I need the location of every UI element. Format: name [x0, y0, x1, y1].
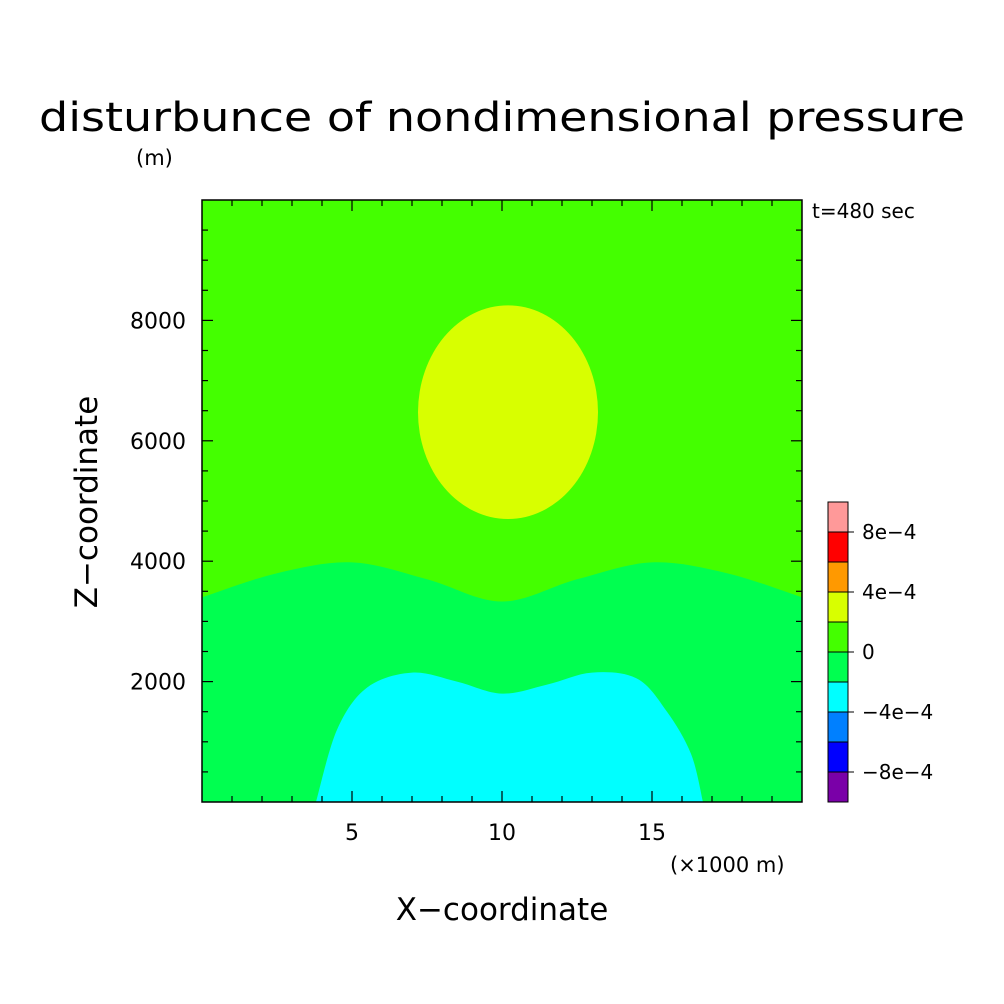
colorbar-label: −8e−4: [862, 760, 933, 784]
colorbar-swatch: [827, 531, 849, 563]
colorbar-swatch: [827, 651, 849, 683]
colorbar-label: 4e−4: [862, 580, 917, 604]
y-tick-label: 4000: [130, 550, 186, 575]
colorbar-swatch: [827, 711, 849, 743]
colorbar-swatch: [827, 561, 849, 593]
time-annotation: t=480 sec: [812, 199, 915, 223]
colorbar-swatch: [827, 681, 849, 713]
colorbar-swatch: [827, 771, 849, 803]
x-tick-label: 10: [488, 821, 516, 846]
y-axis-label: Z−coordinate: [69, 396, 105, 609]
y-tick-label: 2000: [130, 671, 186, 696]
colorbar-label: 0: [862, 640, 875, 664]
colorbar-label: 8e−4: [862, 520, 917, 544]
y-tick-label: 6000: [130, 430, 186, 455]
chart-title: disturbunce of nondimensional pressure: [39, 95, 965, 141]
y-tick-label: 8000: [130, 309, 186, 334]
x-axis-label: X−coordinate: [396, 892, 609, 928]
colorbar-swatch: [827, 591, 849, 623]
colorbar-swatch: [827, 621, 849, 653]
x-axis-unit: (×1000 m): [670, 853, 785, 877]
colorbar-label: −4e−4: [862, 700, 933, 724]
contour-field: [202, 200, 802, 802]
colorbar-swatch: [827, 741, 849, 773]
x-tick-label: 5: [345, 821, 359, 846]
region-bottom-lobe: [316, 672, 703, 802]
colorbar-swatch: [827, 501, 849, 533]
x-tick-label: 15: [638, 821, 666, 846]
region-upper-cell: [418, 305, 598, 520]
chart-unit: (m): [136, 146, 173, 170]
